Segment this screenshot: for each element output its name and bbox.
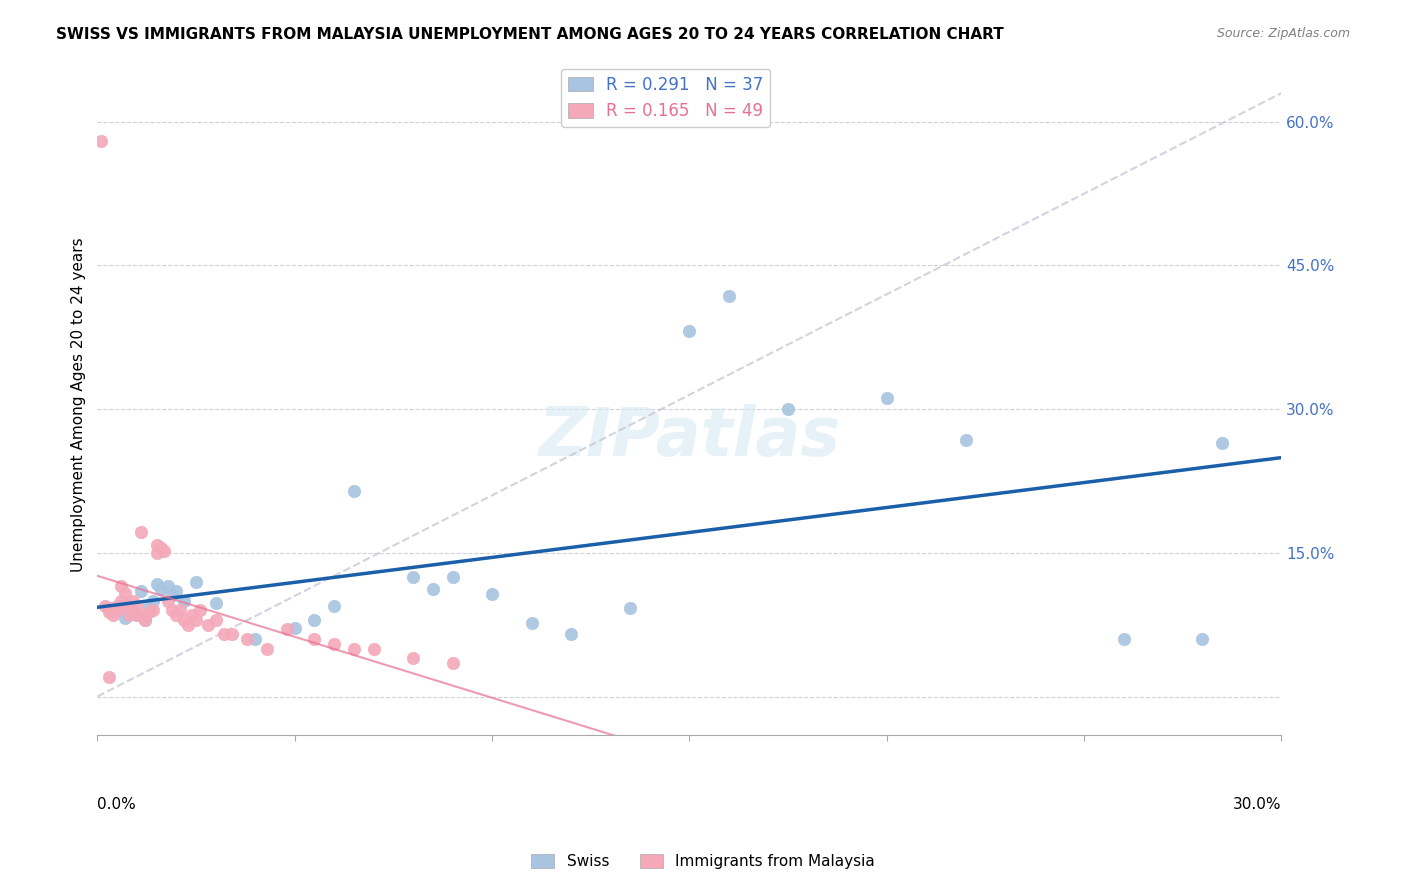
Point (173, 613, 195, 627)
Point (134, 613, 156, 627)
Point (304, 613, 326, 627)
Text: 0.0%: 0.0% (97, 797, 136, 812)
Point (188, 603, 211, 617)
Point (134, 608, 156, 623)
Text: Source: ZipAtlas.com: Source: ZipAtlas.com (1216, 27, 1350, 40)
Point (184, 613, 207, 627)
Point (402, 651, 425, 665)
Point (122, 605, 145, 619)
Point (1191, 632, 1213, 646)
Point (101, 608, 124, 623)
Point (105, 603, 128, 617)
Point (114, 611, 136, 625)
Point (142, 593, 165, 607)
Point (138, 605, 160, 619)
Legend: R = 0.291   N = 37, R = 0.165   N = 49: R = 0.291 N = 37, R = 0.165 N = 49 (561, 69, 770, 127)
Point (402, 570, 425, 584)
Point (110, 593, 132, 607)
Point (98, 603, 121, 617)
Point (955, 433, 977, 447)
Point (619, 601, 641, 615)
Point (165, 584, 187, 599)
Point (560, 627, 582, 641)
Legend: Swiss, Immigrants from Malaysia: Swiss, Immigrants from Malaysia (526, 848, 880, 875)
Point (236, 632, 259, 646)
Point (98, 605, 121, 619)
Point (245, 632, 267, 646)
Point (162, 603, 184, 617)
Point (520, 615, 543, 630)
Text: 30.0%: 30.0% (1233, 797, 1281, 812)
Point (304, 632, 326, 646)
Point (1211, 435, 1233, 450)
Point (181, 608, 204, 623)
Point (776, 402, 799, 417)
Point (90, 134, 112, 148)
Point (153, 544, 176, 558)
Text: ZIPatlas: ZIPatlas (538, 404, 841, 470)
Point (363, 641, 385, 656)
Point (98, 670, 121, 684)
Point (212, 627, 235, 641)
Point (129, 524, 152, 539)
Point (876, 391, 898, 405)
Point (98, 601, 121, 615)
Point (221, 627, 243, 641)
Point (177, 617, 200, 632)
Point (149, 541, 172, 555)
Point (343, 641, 366, 656)
Point (204, 613, 226, 627)
Point (717, 289, 740, 303)
Point (110, 579, 132, 593)
Point (125, 599, 148, 613)
Point (142, 603, 165, 617)
Point (157, 579, 180, 593)
Point (105, 599, 128, 613)
Point (125, 608, 148, 623)
Text: SWISS VS IMMIGRANTS FROM MALAYSIA UNEMPLOYMENT AMONG AGES 20 TO 24 YEARS CORRELA: SWISS VS IMMIGRANTS FROM MALAYSIA UNEMPL… (56, 27, 1004, 42)
Point (129, 584, 152, 599)
Point (1112, 632, 1135, 646)
Point (284, 621, 307, 635)
Point (197, 617, 219, 632)
Point (134, 613, 156, 627)
Point (118, 608, 141, 623)
Point (256, 641, 278, 656)
Point (204, 596, 226, 610)
Point (422, 582, 444, 597)
Point (184, 574, 207, 589)
Point (441, 656, 464, 670)
Point (678, 324, 700, 338)
Point (481, 587, 503, 601)
Point (114, 586, 136, 600)
Point (122, 593, 145, 607)
Point (122, 603, 145, 617)
Point (118, 599, 141, 613)
Point (149, 582, 172, 597)
Point (276, 623, 298, 637)
Point (157, 593, 180, 607)
Point (323, 599, 346, 613)
Point (323, 637, 346, 651)
Point (441, 570, 464, 584)
Y-axis label: Unemployment Among Ages 20 to 24 years: Unemployment Among Ages 20 to 24 years (72, 237, 86, 572)
Point (114, 599, 136, 613)
Point (145, 538, 167, 552)
Point (162, 588, 184, 602)
Point (343, 483, 366, 498)
Point (169, 603, 191, 617)
Point (145, 546, 167, 560)
Point (125, 608, 148, 623)
Point (145, 576, 167, 591)
Point (94, 599, 117, 613)
Point (173, 593, 195, 607)
Point (165, 608, 187, 623)
Point (138, 599, 160, 613)
Point (110, 599, 132, 613)
